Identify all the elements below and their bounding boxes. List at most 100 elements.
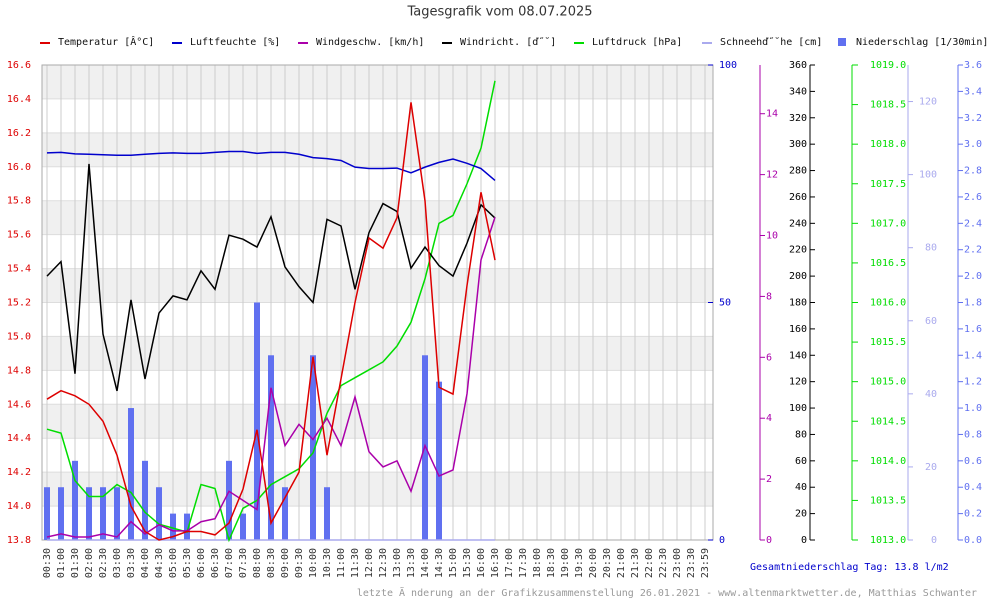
y-tick-label: 16.2: [7, 128, 31, 139]
y-tick-label: 1.2: [964, 377, 982, 388]
bar: [72, 460, 78, 540]
y-tick-label: 100: [719, 60, 737, 71]
y-tick-label: 1013.0: [870, 535, 906, 546]
y-tick-label: 280: [789, 166, 807, 177]
bar: [86, 487, 92, 540]
y-tick-label: 320: [789, 113, 807, 124]
x-tick-label: 01:00: [56, 548, 67, 578]
bar: [436, 381, 442, 540]
y-tick-label: 120: [789, 377, 807, 388]
y-tick-label: 13.8: [7, 535, 31, 546]
x-tick-label: 18:00: [532, 548, 543, 578]
y-tick-label: 1018.5: [870, 100, 906, 111]
chart-title: Tagesgrafik vom 08.07.2025: [406, 5, 592, 20]
x-tick-label: 15:00: [448, 548, 459, 578]
y-tick-label: 1016.5: [870, 258, 906, 269]
grid-band: [42, 65, 713, 99]
y-tick-label: 50: [719, 298, 731, 309]
y-tick-label: 12: [766, 170, 778, 181]
y-tick-label: 2.4: [964, 218, 982, 229]
y-tick-label: 1.6: [964, 324, 982, 335]
y-tick-label: 14.8: [7, 365, 31, 376]
y-tick-label: 1013.5: [870, 495, 906, 506]
y-tick-label: 300: [789, 139, 807, 150]
grid-band: [42, 472, 713, 507]
x-tick-label: 12:30: [378, 548, 389, 578]
x-tick-label: 00:30: [42, 548, 53, 578]
legend-label: Schneehď˝˘he [cm]: [720, 36, 822, 48]
footer: letzte Ã nderung an der Grafikzusammenst…: [357, 586, 977, 599]
y-tick-label: 40: [925, 389, 937, 400]
y-tick-label: 0.8: [964, 429, 982, 440]
y-tick-label: 160: [789, 324, 807, 335]
bar: [184, 513, 190, 540]
grid-band: [42, 268, 713, 303]
x-tick-label: 05:30: [182, 548, 193, 578]
x-tick-label: 06:00: [196, 548, 207, 578]
y-tick-label: 140: [789, 350, 807, 361]
legend-swatch: [838, 38, 846, 46]
x-tick-label: 11:00: [336, 548, 347, 578]
y-tick-label: 1015.0: [870, 377, 906, 388]
bar: [170, 513, 176, 540]
bar: [58, 487, 64, 540]
y-tick-label: 20: [795, 509, 807, 520]
y-tick-label: 8: [766, 291, 772, 302]
y-tick-label: 1.8: [964, 298, 982, 309]
y-tick-label: 260: [789, 192, 807, 203]
y-tick-label: 15.2: [7, 298, 31, 309]
x-tick-label: 16:30: [490, 548, 501, 578]
y-tick-label: 15.4: [7, 264, 31, 275]
y-tick-label: 0: [931, 535, 937, 546]
line-series: [46, 163, 496, 392]
y-tick-label: 100: [919, 170, 937, 181]
line-series: [46, 80, 496, 543]
y-tick-label: 1.0: [964, 403, 982, 414]
y-tick-label: 14.2: [7, 467, 31, 478]
y-tick-label: 2.8: [964, 166, 982, 177]
x-tick-label: 14:30: [434, 548, 445, 578]
y-tick-label: 100: [789, 403, 807, 414]
x-tick-label: 08:00: [252, 548, 263, 578]
y-tick-label: 3.0: [964, 139, 982, 150]
y-tick-label: 1014.0: [870, 456, 906, 467]
y-tick-label: 14: [766, 109, 778, 120]
bar: [324, 487, 330, 540]
y-tick-label: 120: [919, 97, 937, 108]
x-tick-label: 17:30: [518, 548, 529, 578]
y-tick-label: 4: [766, 413, 772, 424]
grid-band: [42, 200, 713, 235]
y-tick-label: 15.6: [7, 230, 31, 241]
y-tick-label: 16.6: [7, 60, 31, 71]
y-tick-label: 1016.0: [870, 298, 906, 309]
y-tick-label: 80: [925, 243, 937, 254]
y-tick-label: 0.0: [964, 535, 982, 546]
y-tick-label: 6: [766, 352, 772, 363]
x-tick-label: 04:00: [140, 548, 151, 578]
x-tick-label: 21:30: [630, 548, 641, 578]
y-tick-label: 200: [789, 271, 807, 282]
x-tick-label: 22:30: [658, 548, 669, 578]
y-tick-label: 16.4: [7, 94, 31, 105]
total-precipitation: Gesamtniederschlag Tag: 13.8 l/m2: [750, 562, 949, 573]
legend-label: Luftdruck [hPa]: [592, 37, 682, 48]
bar: [310, 355, 316, 540]
x-tick-label: 13:00: [392, 548, 403, 578]
x-tick-label: 13:30: [406, 548, 417, 578]
x-tick-label: 09:30: [294, 548, 305, 578]
x-tick-label: 07:30: [238, 548, 249, 578]
y-tick-label: 16.0: [7, 162, 31, 173]
legend-label: Windgeschw. [km/h]: [316, 37, 424, 48]
y-tick-label: 1015.5: [870, 337, 906, 348]
legend-label: Temperatur [Â°C]: [58, 35, 154, 48]
y-tick-label: 14.4: [7, 433, 31, 444]
y-tick-label: 3.6: [964, 60, 982, 71]
y-tick-label: 3.2: [964, 113, 982, 124]
bar: [100, 487, 106, 540]
x-tick-label: 16:00: [476, 548, 487, 578]
bar: [268, 355, 274, 540]
x-tick-label: 09:00: [280, 548, 291, 578]
bar: [156, 487, 162, 540]
grid-band: [42, 404, 713, 439]
